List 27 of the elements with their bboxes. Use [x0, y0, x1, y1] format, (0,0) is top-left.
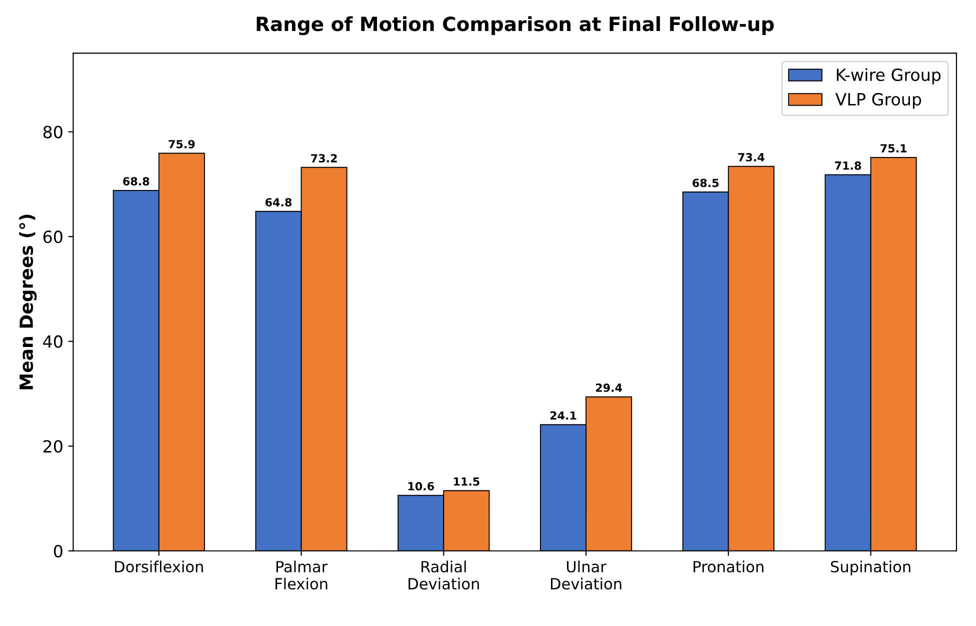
chart-title: Range of Motion Comparison at Final Follow-up: [256, 16, 774, 36]
data-label: 73.4: [738, 153, 764, 162]
x-tick-label: Palmar Flexion: [276, 560, 328, 590]
x-tick-label: Supination: [830, 560, 910, 576]
y-axis-title: Mean Degrees (°): [19, 214, 37, 390]
data-label: 75.1: [880, 144, 906, 153]
data-label: 71.8: [835, 161, 862, 170]
y-tick-label: 60: [43, 230, 62, 244]
y-tick-label: 80: [43, 126, 62, 138]
data-label: 75.9: [168, 140, 195, 148]
data-label: 73.2: [311, 154, 337, 162]
y-tick-label: 0: [54, 544, 62, 558]
legend-label: K-wire Group: [836, 68, 941, 84]
x-tick-label: Dorsiflexion: [115, 560, 203, 572]
data-label: 68.8: [123, 177, 150, 186]
y-tick-label: 20: [43, 440, 62, 453]
data-label: 24.1: [550, 411, 576, 420]
x-tick-label: Pronation: [694, 560, 764, 572]
x-tick-label: Radial Deviation: [408, 560, 479, 590]
data-label: 11.5: [454, 477, 480, 486]
data-label: 10.6: [408, 482, 434, 490]
x-tick-label: Ulnar Deviation: [550, 560, 622, 590]
data-label: 68.5: [692, 178, 719, 188]
y-tick-label: 40: [43, 335, 62, 348]
legend-label: VLP Group: [835, 92, 922, 109]
data-label: 64.8: [265, 198, 292, 206]
data-label: 29.4: [596, 384, 622, 392]
